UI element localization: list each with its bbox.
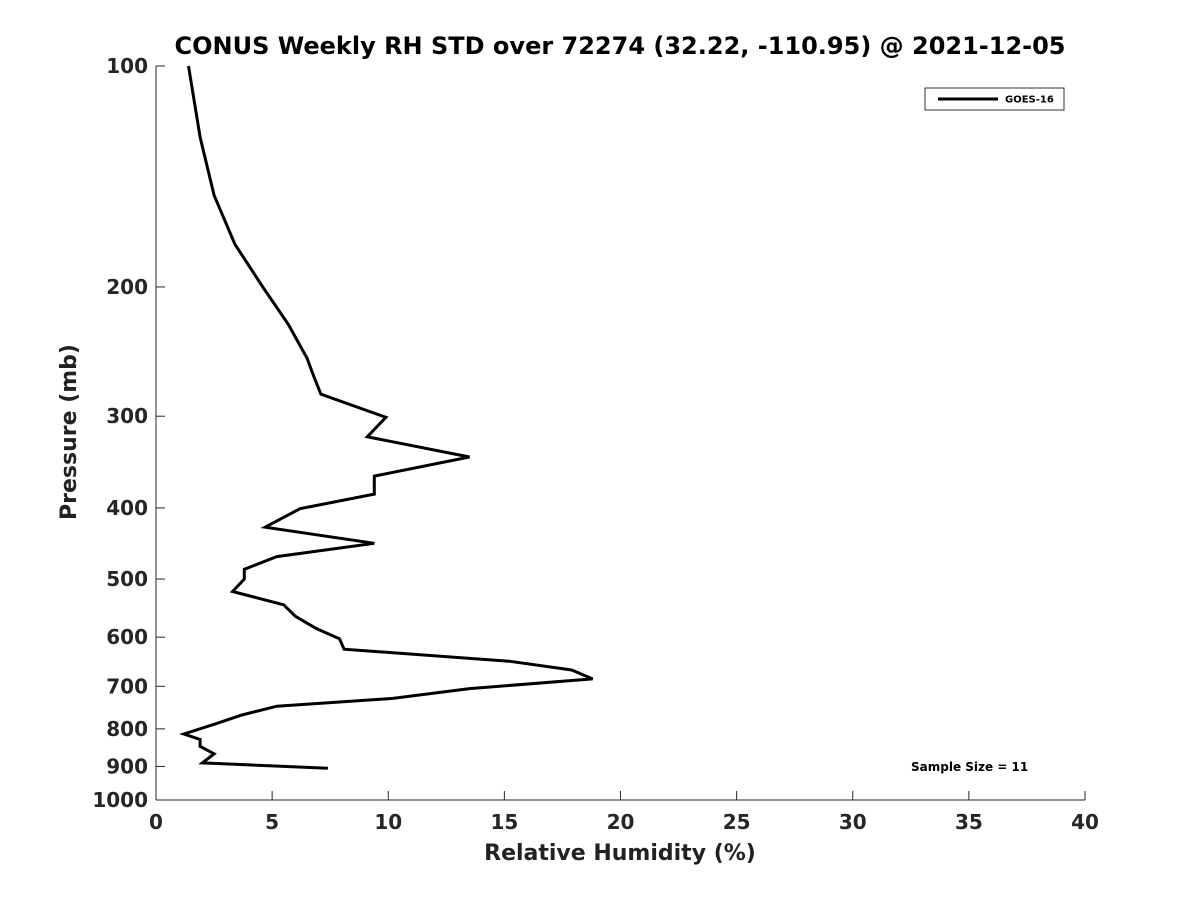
y-tick-label: 500 (106, 567, 148, 591)
x-tick-label: 40 (1071, 810, 1099, 834)
x-tick-label: 0 (149, 810, 163, 834)
series-line-goes-16 (179, 65, 594, 770)
y-tick-label: 1000 (92, 788, 148, 812)
legend-label-goes16: GOES-16 (1005, 95, 1054, 106)
x-tick-label: 15 (490, 810, 518, 834)
y-tick-label: 200 (106, 275, 148, 299)
y-tick-label: 100 (106, 54, 148, 78)
x-tick-label: 35 (955, 810, 983, 834)
x-axis-label: Relative Humidity (%) (484, 841, 756, 866)
y-tick-label: 900 (106, 754, 148, 778)
y-axis-label: Pressure (mb) (57, 344, 82, 520)
y-tick-label: 700 (106, 674, 148, 698)
x-tick-label: 25 (723, 810, 751, 834)
plot-area (179, 65, 594, 770)
sample-size-annotation: Sample Size = 11 (911, 760, 1028, 774)
y-tick-label: 300 (106, 404, 148, 428)
x-tick-label: 5 (265, 810, 279, 834)
chart-title: CONUS Weekly RH STD over 72274 (32.22, -… (174, 32, 1065, 60)
x-tick-label: 20 (607, 810, 635, 834)
y-tick-label: 800 (106, 717, 148, 741)
x-tick-label: 10 (374, 810, 402, 834)
legend: GOES-16 (924, 87, 1065, 111)
y-tick-label: 400 (106, 496, 148, 520)
y-tick-label: 600 (106, 625, 148, 649)
axes: 0 5 10 15 20 25 30 35 40 100 200 300 400 500 600 700 800… (92, 54, 1099, 834)
x-tick-label: 30 (839, 810, 867, 834)
